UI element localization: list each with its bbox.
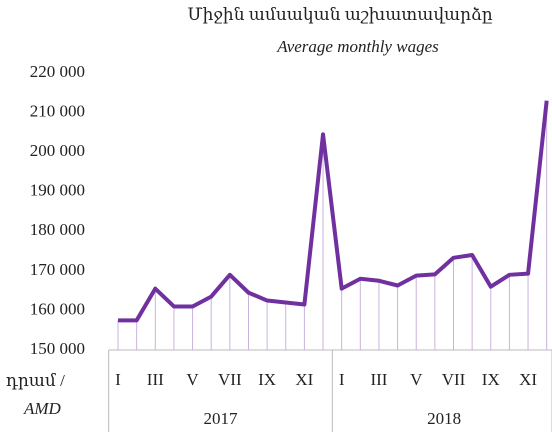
x-tick-label: IX [482, 370, 500, 389]
chart-subtitle: Average monthly wages [276, 37, 439, 56]
group-label: 2018 [427, 409, 461, 428]
y-tick-label: 200 000 [30, 141, 85, 160]
x-tick-label: VII [218, 370, 242, 389]
series-line [118, 100, 549, 323]
x-tick-label: XI [295, 370, 313, 389]
y-tick-label: 210 000 [30, 101, 85, 120]
x-tick-label: I [339, 370, 345, 389]
x-tick-label: III [147, 370, 164, 389]
chart-title: Միջին ամսական աշխատավարձը [187, 5, 493, 24]
y-tick-label: 170 000 [30, 260, 85, 279]
x-tick-label: VII [442, 370, 466, 389]
x-tick-label: IX [258, 370, 276, 389]
y-tick-label: 150 000 [30, 339, 85, 358]
x-tick-label: I [115, 370, 121, 389]
x-tick-label: V [186, 370, 199, 389]
x-tick-label: V [410, 370, 423, 389]
group-label: 2017 [204, 409, 239, 428]
y-tick-label: 160 000 [30, 299, 85, 318]
y-tick-label: 190 000 [30, 181, 85, 200]
y-axis-label: դրամ / [6, 371, 65, 390]
x-tick-label: XI [519, 370, 537, 389]
y-tick-label: 220 000 [30, 62, 85, 81]
y-tick-label: 180 000 [30, 220, 85, 239]
x-tick-label: III [370, 370, 387, 389]
y-axis-label-en: AMD [23, 399, 62, 418]
